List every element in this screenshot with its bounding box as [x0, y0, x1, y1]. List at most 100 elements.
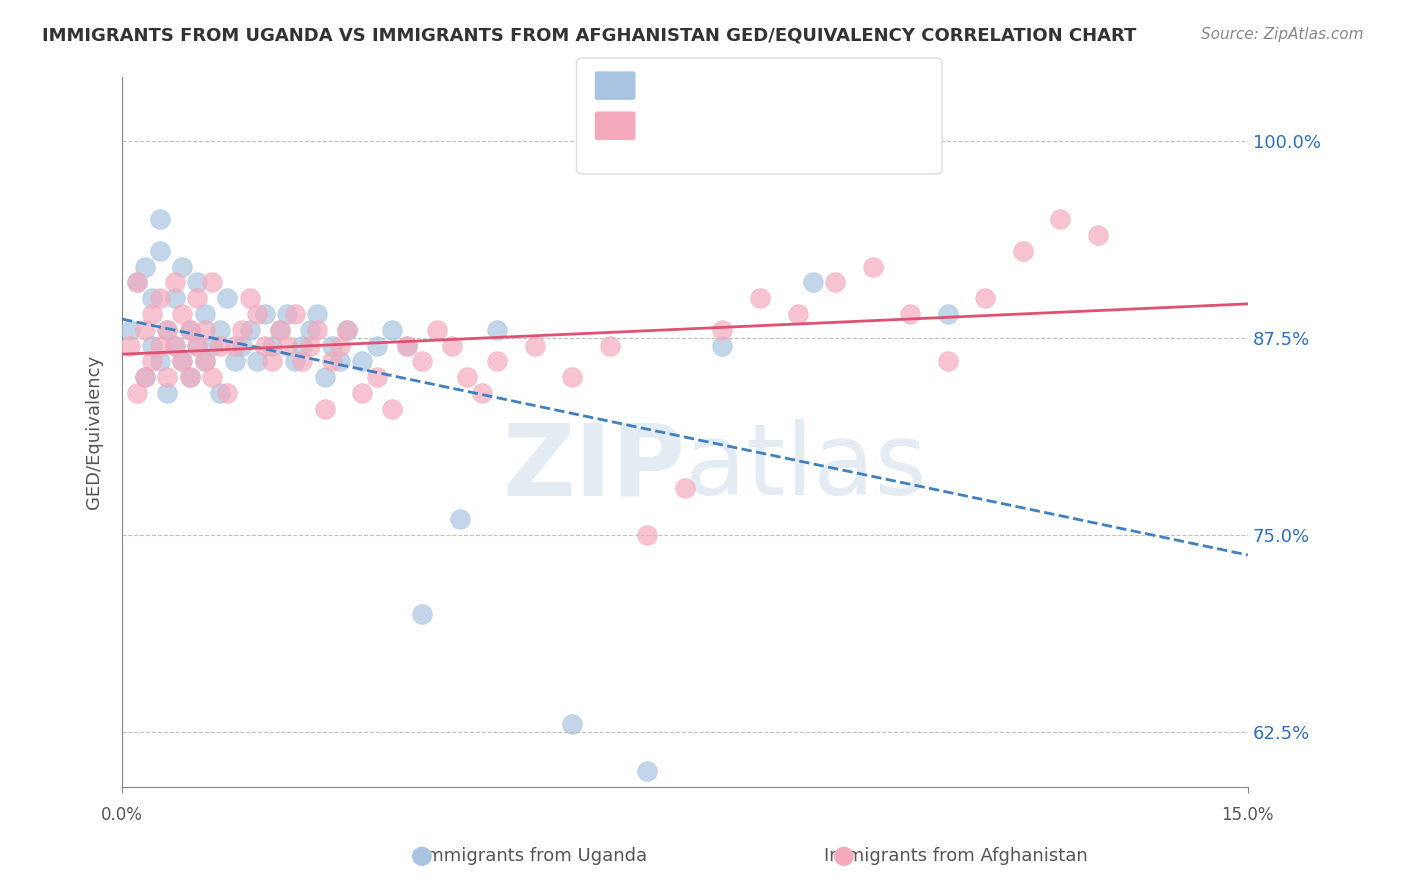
- Point: [163, 338, 186, 352]
- Point: [673, 481, 696, 495]
- Point: [411, 354, 433, 368]
- Point: [179, 323, 201, 337]
- Point: [381, 401, 404, 416]
- Point: [208, 385, 231, 400]
- Point: [208, 338, 231, 352]
- Point: [411, 607, 433, 621]
- Point: [471, 385, 494, 400]
- Text: R =: R =: [644, 75, 686, 95]
- Point: [253, 307, 276, 321]
- Point: [314, 370, 336, 384]
- Point: [125, 276, 148, 290]
- Point: [246, 354, 269, 368]
- Point: [523, 338, 546, 352]
- Point: [329, 354, 352, 368]
- Point: [172, 354, 194, 368]
- Point: [231, 323, 253, 337]
- Point: [134, 370, 156, 384]
- Y-axis label: GED/Equivalency: GED/Equivalency: [86, 355, 103, 509]
- Point: [936, 354, 959, 368]
- Point: [156, 323, 179, 337]
- Point: [208, 323, 231, 337]
- Point: [148, 244, 170, 258]
- Point: [194, 354, 217, 368]
- Point: [262, 338, 284, 352]
- Point: [426, 323, 449, 337]
- Point: [125, 385, 148, 400]
- Text: Immigrants from Afghanistan: Immigrants from Afghanistan: [824, 847, 1088, 865]
- Point: [321, 338, 343, 352]
- Point: [636, 528, 658, 542]
- Point: [186, 338, 208, 352]
- Point: [561, 370, 583, 384]
- Point: [172, 307, 194, 321]
- Point: [201, 338, 224, 352]
- Point: [396, 338, 419, 352]
- Point: [862, 260, 884, 274]
- Point: [276, 307, 298, 321]
- Text: N =: N =: [738, 116, 782, 136]
- Point: [201, 276, 224, 290]
- Point: [269, 323, 291, 337]
- Point: [314, 401, 336, 416]
- Point: [148, 212, 170, 227]
- Point: [179, 370, 201, 384]
- Point: [711, 323, 734, 337]
- Point: [786, 307, 808, 321]
- Text: N =: N =: [738, 75, 782, 95]
- Point: [179, 323, 201, 337]
- Point: [298, 338, 321, 352]
- Point: [599, 338, 621, 352]
- Point: [118, 338, 141, 352]
- Text: 0.025: 0.025: [675, 75, 737, 95]
- Point: [224, 338, 246, 352]
- Point: [441, 338, 464, 352]
- Point: [336, 323, 359, 337]
- Point: [486, 354, 509, 368]
- Point: [163, 338, 186, 352]
- Point: [224, 354, 246, 368]
- Point: [239, 291, 262, 305]
- Point: [148, 354, 170, 368]
- Point: [148, 291, 170, 305]
- Point: [239, 323, 262, 337]
- Point: [262, 354, 284, 368]
- Point: [396, 338, 419, 352]
- Point: [1049, 212, 1071, 227]
- Text: 0.0%: 0.0%: [101, 806, 143, 824]
- Point: [172, 354, 194, 368]
- Point: [156, 323, 179, 337]
- Text: R =: R =: [644, 116, 686, 136]
- Point: [163, 276, 186, 290]
- Point: [194, 323, 217, 337]
- Point: [284, 307, 307, 321]
- Point: [291, 338, 314, 352]
- Point: [194, 307, 217, 321]
- Point: [201, 370, 224, 384]
- Point: [561, 717, 583, 731]
- Point: [321, 354, 343, 368]
- Text: ⬤: ⬤: [832, 847, 855, 866]
- Point: [284, 354, 307, 368]
- Point: [936, 307, 959, 321]
- Point: [141, 338, 163, 352]
- Point: [298, 323, 321, 337]
- Point: [352, 385, 374, 400]
- Point: [824, 276, 846, 290]
- Point: [156, 385, 179, 400]
- Text: Source: ZipAtlas.com: Source: ZipAtlas.com: [1201, 27, 1364, 42]
- Point: [801, 276, 824, 290]
- Point: [163, 291, 186, 305]
- Point: [974, 291, 997, 305]
- Point: [449, 512, 471, 526]
- Point: [336, 323, 359, 337]
- Point: [186, 291, 208, 305]
- Point: [381, 323, 404, 337]
- Point: [118, 323, 141, 337]
- Text: ⬤: ⬤: [411, 847, 433, 866]
- Point: [141, 307, 163, 321]
- Point: [217, 385, 239, 400]
- Point: [186, 276, 208, 290]
- Point: [141, 354, 163, 368]
- Text: 67: 67: [770, 116, 797, 136]
